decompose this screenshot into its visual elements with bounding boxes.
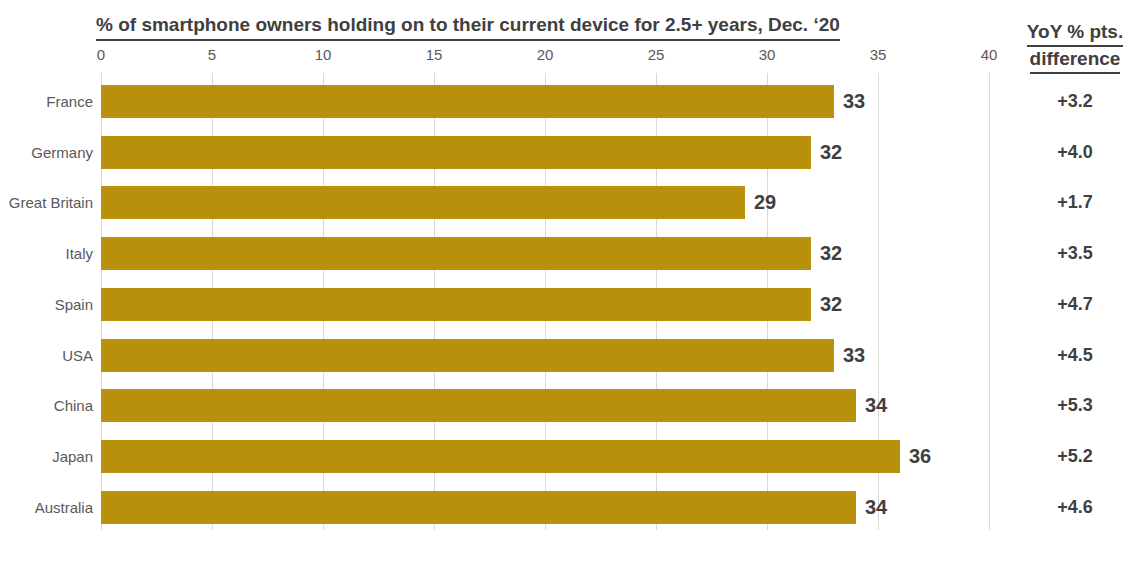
bar	[101, 491, 856, 524]
bar-value-label: 36	[909, 440, 931, 473]
bar-row-japan: Japan 36 +5.2	[0, 440, 1148, 473]
bar-row-australia: Australia 34 +4.6	[0, 491, 1148, 524]
chart-canvas: % of smartphone owners holding on to the…	[0, 0, 1148, 569]
category-label: France	[0, 85, 93, 118]
bar-row-france: France 33 +3.2	[0, 85, 1148, 118]
bar-value-label: 33	[843, 85, 865, 118]
x-axis-tick-label: 30	[745, 46, 789, 63]
x-axis-tick-label: 25	[634, 46, 678, 63]
bar	[101, 186, 745, 219]
bar	[101, 288, 811, 321]
yoy-difference-value: +4.7	[1012, 288, 1138, 321]
bar-value-label: 32	[820, 136, 842, 169]
bar	[101, 237, 811, 270]
yoy-difference-value: +3.5	[1012, 237, 1138, 270]
category-label: USA	[0, 339, 93, 372]
bar-value-label: 34	[865, 389, 887, 422]
bar-row-great-britain: Great Britain 29 +1.7	[0, 186, 1148, 219]
x-axis-tick-label: 10	[301, 46, 345, 63]
category-label: Germany	[0, 136, 93, 169]
bar-row-germany: Germany 32 +4.0	[0, 136, 1148, 169]
bar-row-china: China 34 +5.3	[0, 389, 1148, 422]
bar-row-spain: Spain 32 +4.7	[0, 288, 1148, 321]
yoy-difference-value: +4.5	[1012, 339, 1138, 372]
bar-row-italy: Italy 32 +3.5	[0, 237, 1148, 270]
yoy-header-line1: YoY % pts.	[1027, 20, 1123, 47]
category-label: Great Britain	[0, 186, 93, 219]
category-label: China	[0, 389, 93, 422]
bar	[101, 440, 900, 473]
yoy-difference-value: +3.2	[1012, 85, 1138, 118]
x-axis-tick-label: 15	[412, 46, 456, 63]
x-axis-tick-label: 40	[967, 46, 1011, 63]
category-label: Australia	[0, 491, 93, 524]
yoy-difference-value: +4.0	[1012, 136, 1138, 169]
bar	[101, 85, 834, 118]
chart-title: % of smartphone owners holding on to the…	[96, 14, 840, 41]
x-axis-tick-label: 35	[856, 46, 900, 63]
category-label: Spain	[0, 288, 93, 321]
category-label: Italy	[0, 237, 93, 270]
bar-value-label: 29	[754, 186, 776, 219]
bar-row-usa: USA 33 +4.5	[0, 339, 1148, 372]
x-axis-tick-label: 0	[79, 46, 123, 63]
bar-value-label: 32	[820, 288, 842, 321]
yoy-header-line2: difference	[1030, 47, 1121, 74]
bar-value-label: 33	[843, 339, 865, 372]
yoy-difference-value: +1.7	[1012, 186, 1138, 219]
yoy-difference-value: +5.3	[1012, 389, 1138, 422]
yoy-difference-value: +4.6	[1012, 491, 1138, 524]
yoy-difference-value: +5.2	[1012, 440, 1138, 473]
yoy-column-header: YoY % pts. difference	[1012, 20, 1138, 74]
x-axis-tick-label: 5	[190, 46, 234, 63]
bar-value-label: 34	[865, 491, 887, 524]
x-axis-tick-label: 20	[523, 46, 567, 63]
bar-value-label: 32	[820, 237, 842, 270]
bar	[101, 389, 856, 422]
bar	[101, 339, 834, 372]
category-label: Japan	[0, 440, 93, 473]
bar	[101, 136, 811, 169]
